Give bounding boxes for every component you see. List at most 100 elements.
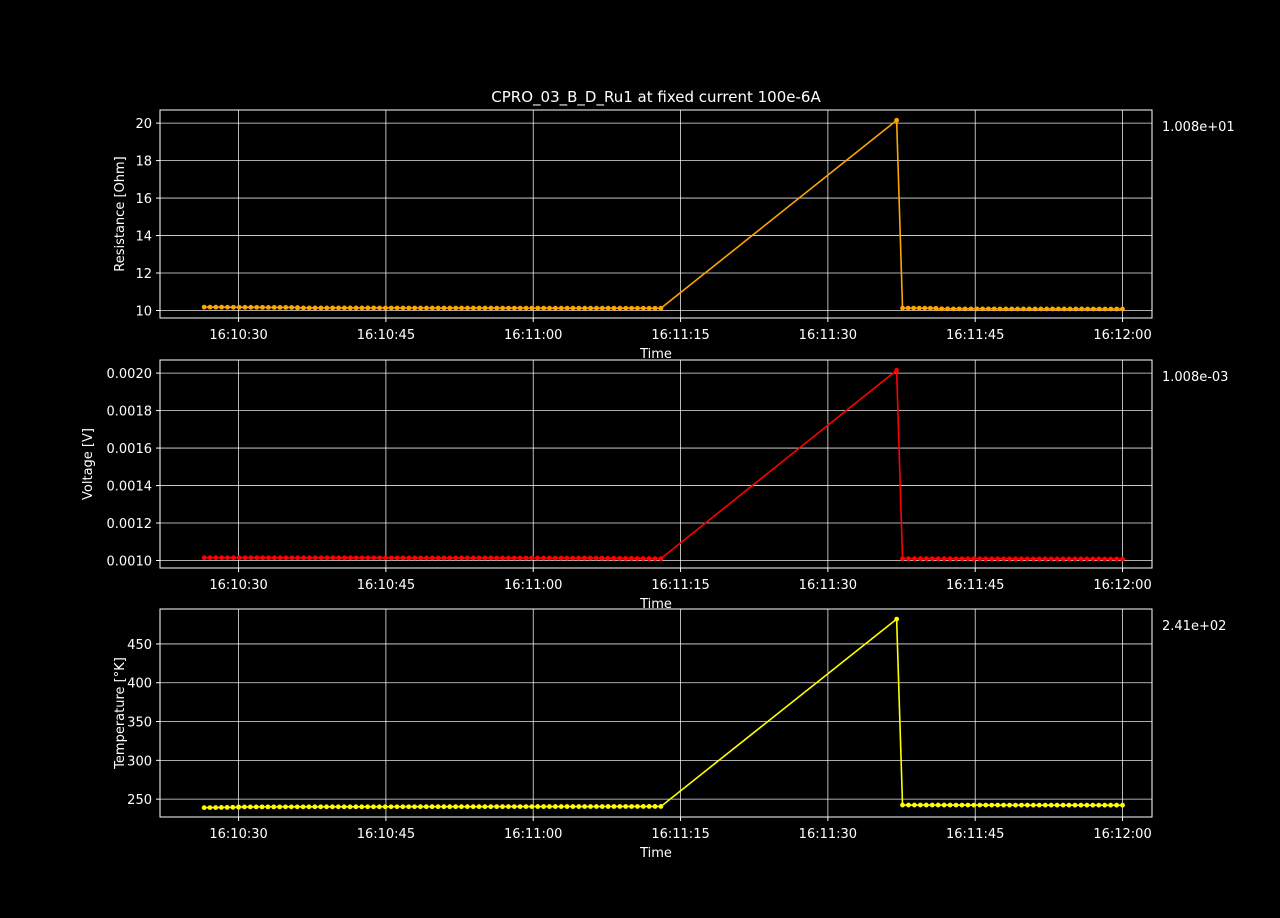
data-point xyxy=(956,306,962,312)
data-point xyxy=(429,305,435,311)
data-point xyxy=(353,804,359,810)
data-point xyxy=(266,555,271,561)
data-point xyxy=(218,805,224,810)
data-point xyxy=(394,555,400,561)
data-point xyxy=(991,306,997,312)
data-point xyxy=(453,305,459,311)
data-point xyxy=(225,555,231,561)
data-point xyxy=(377,305,382,311)
data-point xyxy=(207,304,213,310)
data-point xyxy=(260,304,265,310)
data-point xyxy=(1096,306,1102,312)
data-point xyxy=(207,805,213,811)
data-point xyxy=(447,555,453,561)
data-point xyxy=(576,555,581,561)
data-point xyxy=(347,804,353,810)
data-point xyxy=(971,802,977,808)
data-point xyxy=(564,804,570,809)
data-point xyxy=(1054,802,1060,808)
data-point xyxy=(335,804,341,810)
data-point xyxy=(1073,306,1079,312)
data-point xyxy=(382,804,388,810)
data-point xyxy=(342,555,347,561)
x-tick-label: 16:12:00 xyxy=(1093,578,1151,593)
data-point xyxy=(1025,802,1030,808)
data-point xyxy=(547,804,552,809)
data-point xyxy=(652,305,658,311)
data-point xyxy=(1009,306,1015,312)
data-point xyxy=(406,555,412,561)
y-tick-label: 18 xyxy=(135,155,152,170)
data-point xyxy=(1003,306,1009,312)
y-tick-label: 10 xyxy=(135,305,152,320)
data-point xyxy=(465,555,470,561)
data-point xyxy=(1120,306,1125,312)
data-point xyxy=(1019,556,1024,562)
data-point xyxy=(488,305,494,311)
data-point xyxy=(906,556,911,562)
data-point xyxy=(941,556,947,562)
data-point xyxy=(1021,306,1026,312)
data-point xyxy=(424,305,429,311)
x-tick-label: 16:12:00 xyxy=(1093,827,1151,842)
data-point xyxy=(564,555,570,561)
data-point xyxy=(201,805,207,811)
data-point xyxy=(900,802,905,808)
data-point xyxy=(406,305,412,311)
data-point xyxy=(400,305,406,311)
data-point xyxy=(242,555,248,561)
data-point xyxy=(336,305,341,311)
data-point xyxy=(646,804,652,809)
data-point xyxy=(1061,306,1067,312)
data-point xyxy=(1007,802,1012,808)
data-point xyxy=(371,555,377,561)
y-tick-label: 0.0016 xyxy=(107,442,153,457)
x-tick-label: 16:10:30 xyxy=(209,827,267,842)
data-point xyxy=(599,804,605,809)
data-point xyxy=(1085,306,1090,312)
data-point xyxy=(617,305,623,311)
data-point xyxy=(635,305,640,311)
data-point xyxy=(254,555,260,561)
data-point xyxy=(1007,556,1012,562)
data-point xyxy=(1038,306,1044,312)
data-point xyxy=(294,804,300,810)
data-point xyxy=(927,305,933,311)
data-point xyxy=(658,804,664,809)
data-point xyxy=(912,802,917,808)
data-point xyxy=(224,804,230,810)
data-point xyxy=(535,305,541,311)
data-point xyxy=(911,305,917,311)
data-point xyxy=(977,802,983,808)
data-point xyxy=(506,305,511,311)
data-point xyxy=(623,804,629,809)
data-point xyxy=(1090,556,1096,562)
data-point xyxy=(1025,556,1030,562)
data-point xyxy=(968,306,974,312)
data-point xyxy=(935,802,941,808)
data-point xyxy=(1108,556,1114,562)
data-point xyxy=(629,556,634,561)
x-tick-label: 16:10:45 xyxy=(357,578,415,593)
y-tick-label: 0.0018 xyxy=(107,405,153,420)
x-tick-label: 16:11:15 xyxy=(651,578,709,593)
data-point xyxy=(277,555,283,561)
data-point xyxy=(517,555,523,561)
data-point xyxy=(1114,802,1119,808)
x-tick-label: 16:11:15 xyxy=(651,827,709,842)
data-point xyxy=(529,555,535,561)
data-point xyxy=(383,555,388,561)
data-point xyxy=(1108,802,1114,808)
data-point xyxy=(652,556,658,561)
data-point xyxy=(429,804,435,810)
data-point xyxy=(1120,556,1125,562)
data-point xyxy=(330,555,336,561)
data-point xyxy=(558,555,564,561)
data-point xyxy=(552,804,558,809)
data-point xyxy=(371,804,376,810)
data-point xyxy=(570,555,576,561)
data-point xyxy=(593,555,599,561)
data-point xyxy=(617,804,623,809)
data-point xyxy=(1001,802,1007,808)
data-point xyxy=(511,555,517,561)
